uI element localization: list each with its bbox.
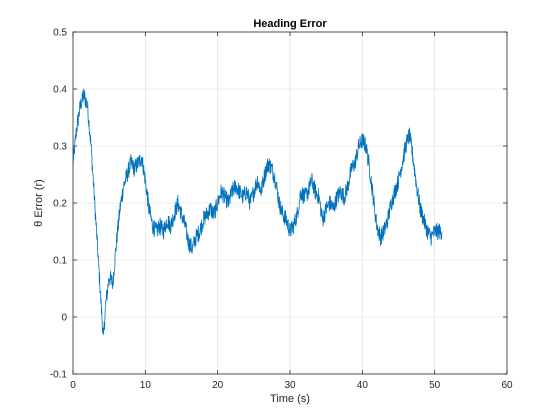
x-tick-label: 50 — [429, 380, 441, 391]
y-tick-label: 0.4 — [53, 85, 67, 96]
x-axis-label: Time (s) — [270, 393, 310, 405]
x-tick-label: 30 — [284, 380, 296, 391]
x-tick-label: 60 — [501, 380, 513, 391]
y-tick-label: 0.3 — [53, 142, 67, 153]
y-tick-label: -0.1 — [50, 370, 68, 381]
y-axis-label: θ Error (r) — [33, 179, 45, 227]
x-tick-label: 10 — [140, 380, 152, 391]
y-tick-label: 0 — [61, 313, 67, 324]
y-tick-label: 0.1 — [53, 256, 67, 267]
x-ticks: 0 10 20 30 40 50 60 — [70, 32, 513, 391]
y-tick-label: 0.5 — [53, 28, 67, 39]
heading-error-line — [72, 88, 443, 336]
x-tick-label: 0 — [70, 380, 76, 391]
x-tick-label: 20 — [212, 380, 224, 391]
y-tick-label: 0.2 — [53, 199, 67, 210]
chart-title: Heading Error — [253, 18, 327, 30]
y-ticks: -0.1 0 0.1 0.2 0.3 0.4 0.5 — [50, 28, 507, 381]
x-tick-label: 40 — [357, 380, 369, 391]
